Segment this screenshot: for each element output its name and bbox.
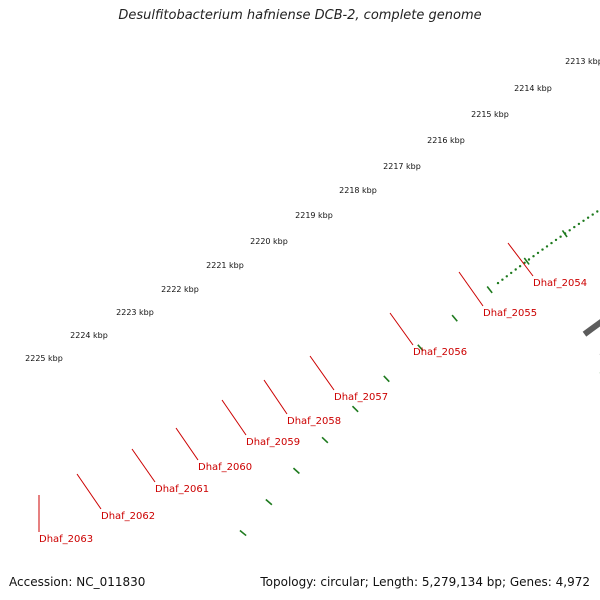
scale-dot xyxy=(573,225,576,229)
scale-label: 2224 kbp xyxy=(70,331,108,340)
gene-label: Dhaf_2062 xyxy=(101,511,155,522)
scale-tick xyxy=(292,467,300,475)
scale-label: 2222 kbp xyxy=(161,285,199,294)
scale-dot xyxy=(532,255,535,258)
backbone xyxy=(582,319,600,337)
scale-tick xyxy=(451,314,458,322)
gene-label: Dhaf_2056 xyxy=(413,347,467,358)
scale-dot xyxy=(577,222,581,226)
scale-dot xyxy=(559,235,562,238)
gene-label-leader xyxy=(221,399,247,436)
backbone-ring xyxy=(582,319,600,337)
scale-ring: 2213 kbp 2214 kbp 2215 kbp 2216 kbp 2217 kbp… xyxy=(25,57,600,537)
map-title: Desulfitobacterium hafniense DCB-2, comp… xyxy=(118,8,482,23)
scale-tick xyxy=(417,344,424,352)
gene-label-leader xyxy=(507,242,534,277)
gene-label: Dhaf_2057 xyxy=(334,392,388,403)
scale-label: 2217 kbp xyxy=(383,162,421,171)
gene-label-leader xyxy=(76,473,102,510)
gene-label-leader xyxy=(389,312,414,346)
scale-dot xyxy=(554,238,558,242)
gene-label-leader xyxy=(458,271,484,307)
scale-tick xyxy=(383,375,390,383)
scale-label: 2216 kbp xyxy=(427,136,465,145)
scale-label: 2218 kbp xyxy=(339,186,377,195)
gene-label-leader xyxy=(131,448,156,483)
scale-dot xyxy=(591,213,594,216)
scale-tick xyxy=(351,405,359,413)
scale-dot xyxy=(541,248,544,251)
gene-label: Dhaf_2063 xyxy=(39,534,93,545)
scale-label: 2215 kbp xyxy=(471,110,509,119)
scale-label: 2214 kbp xyxy=(514,84,552,93)
gene-label: Dhaf_2059 xyxy=(246,437,300,448)
scale-tick xyxy=(321,436,329,444)
scale-label: 2220 kbp xyxy=(250,237,288,246)
scale-dot xyxy=(518,265,522,268)
gene-label: Dhaf_2058 xyxy=(287,416,341,427)
gene-label: Dhaf_2061 xyxy=(155,484,209,495)
scale-dot xyxy=(505,275,508,278)
scale-dot xyxy=(568,229,571,232)
scale-dot xyxy=(496,281,500,285)
gene-label-leader xyxy=(175,427,199,461)
scale-dot xyxy=(514,268,517,271)
gene-label-leader xyxy=(309,355,335,391)
scale-dot xyxy=(510,271,513,275)
genome-summary-text: Topology: circular; Length: 5,279,134 bp… xyxy=(260,575,590,589)
scale-tick xyxy=(239,529,247,537)
scale-label: 2223 kbp xyxy=(116,308,154,317)
scale-dot xyxy=(545,245,549,248)
gene-label: Dhaf_2055 xyxy=(483,308,537,319)
gene-label-leader xyxy=(263,379,288,415)
gene-labels: Dhaf_2054 Dhaf_2055 Dhaf_2056 Dhaf_2057 Dhaf… xyxy=(38,242,587,545)
scale-dot xyxy=(527,258,531,261)
scale-tick xyxy=(486,286,493,294)
scale-dot xyxy=(501,278,504,281)
scale-tick xyxy=(561,229,568,238)
scale-label: 2219 kbp xyxy=(295,211,333,220)
scale-dot xyxy=(582,219,585,222)
scale-dot xyxy=(550,241,553,245)
scale-dot xyxy=(596,210,599,213)
scale-tick xyxy=(523,257,530,265)
gene-label: Dhaf_2054 xyxy=(533,278,587,289)
scale-label: 2225 kbp xyxy=(25,354,63,363)
scale-label: 2221 kbp xyxy=(206,261,244,270)
scale-tick xyxy=(265,498,273,506)
gene-label: Dhaf_2060 xyxy=(198,462,252,473)
accession-text: Accession: NC_011830 xyxy=(9,575,146,589)
scale-dot xyxy=(536,251,540,255)
scale-label: 2213 kbp xyxy=(565,57,600,66)
scale-dot xyxy=(586,216,590,219)
